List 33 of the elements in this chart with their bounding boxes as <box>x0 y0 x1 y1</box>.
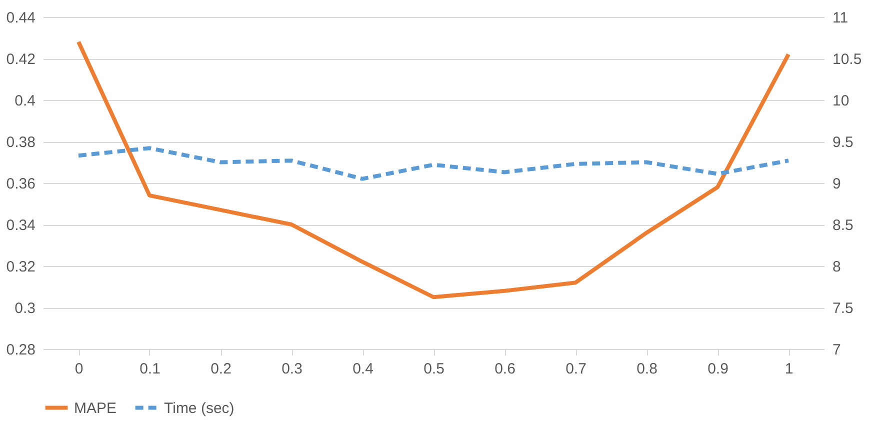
y-tick-label: 0.36 <box>6 176 36 192</box>
x-tick-label: 0.6 <box>494 360 516 378</box>
x-tick-label: 0.3 <box>282 360 302 378</box>
x-tick-label: 0.5 <box>424 360 444 378</box>
y-tick-label: 0.42 <box>6 51 36 68</box>
y-tick-label: 0.3 <box>14 300 36 317</box>
y2-tick-label: 11 <box>832 10 848 26</box>
x-tick-label: 1 <box>784 360 794 378</box>
x-tick-label: 0.2 <box>210 360 232 378</box>
x-tick-label: 0.7 <box>566 360 586 378</box>
line-series <box>76 40 790 300</box>
y2-tick-label: 9.5 <box>832 134 854 151</box>
y-tick-label: 0.44 <box>6 10 36 26</box>
y2-tick-label: 8 <box>832 258 841 276</box>
x-tick-label: 0 <box>74 360 84 378</box>
y-tick-label: 0.34 <box>6 217 36 234</box>
y-tick-label: 0.32 <box>6 258 36 276</box>
legend-label: Time (sec) <box>164 400 234 417</box>
x-tick-label: 0.1 <box>140 360 160 378</box>
y-tick-label: 0.28 <box>6 342 36 358</box>
y2-tick-label: 7 <box>832 342 841 358</box>
y-tick-label: 0.4 <box>14 92 36 110</box>
x-tick-label: 0.8 <box>636 360 658 378</box>
y2-tick-label: 10 <box>832 92 850 110</box>
y2-tick-label: 7.5 <box>832 300 854 317</box>
y2-tick-label: 8.5 <box>832 217 854 234</box>
y2-tick-label: 10.5 <box>832 51 862 68</box>
y2-tick-label: 9 <box>832 176 841 192</box>
x-tick-label: 0.4 <box>352 360 374 378</box>
x-tick-label: 0.9 <box>708 360 728 378</box>
legend-label: MAPE <box>74 400 117 417</box>
line-series <box>76 146 790 181</box>
y-tick-label: 0.38 <box>6 134 36 151</box>
